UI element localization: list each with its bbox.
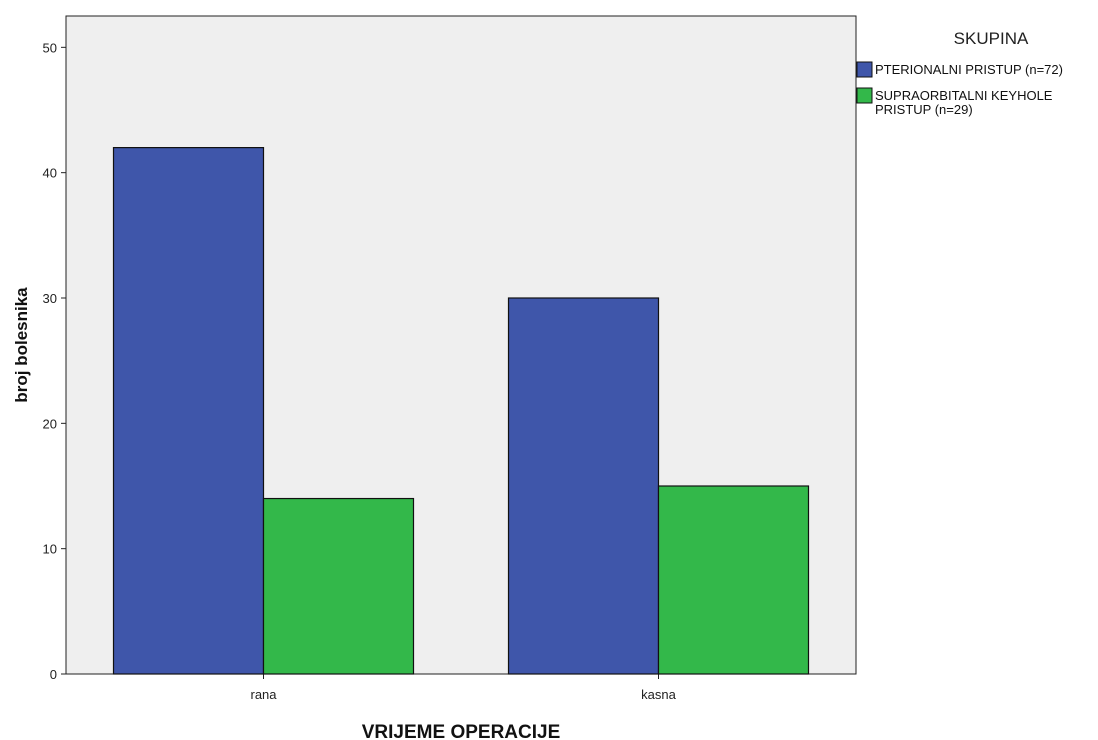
bar-group [112,147,810,675]
y-tick-label: 20 [43,416,57,431]
y-tick-label: 0 [50,667,57,682]
x-axis-title: VRIJEME OPERACIJE [362,722,561,740]
x-axis: rana kasna [250,674,677,702]
y-tick-label: 30 [43,291,57,306]
bar-rana-series-1 [112,147,265,675]
bar-rana-series-2 [262,497,415,675]
x-tick-label: rana [250,687,277,702]
x-tick-label: kasna [641,687,676,702]
bar-kasna-series-2 [657,485,810,675]
y-tick-label: 40 [43,166,57,181]
y-tick-label: 50 [43,40,57,55]
legend-swatch-1 [856,61,873,78]
y-axis: 0 10 20 30 40 50 [43,40,66,682]
legend-swatch-2 [856,87,873,104]
legend-entry-1: PTERIONALNI PRISTUP (n=72) [875,62,1063,77]
legend-title: SKUPINA [954,29,1029,48]
legend: SKUPINA PTERIONALNI PRISTUP (n=72) SUPRAO… [856,29,1063,117]
y-axis-title: broj bolesnika [12,287,31,403]
legend-entry-2: SUPRAORBITALNI KEYHOLE PRISTUP (n=29) [875,88,1053,117]
y-tick-label: 10 [43,542,57,557]
bar-kasna-series-1 [507,297,660,675]
